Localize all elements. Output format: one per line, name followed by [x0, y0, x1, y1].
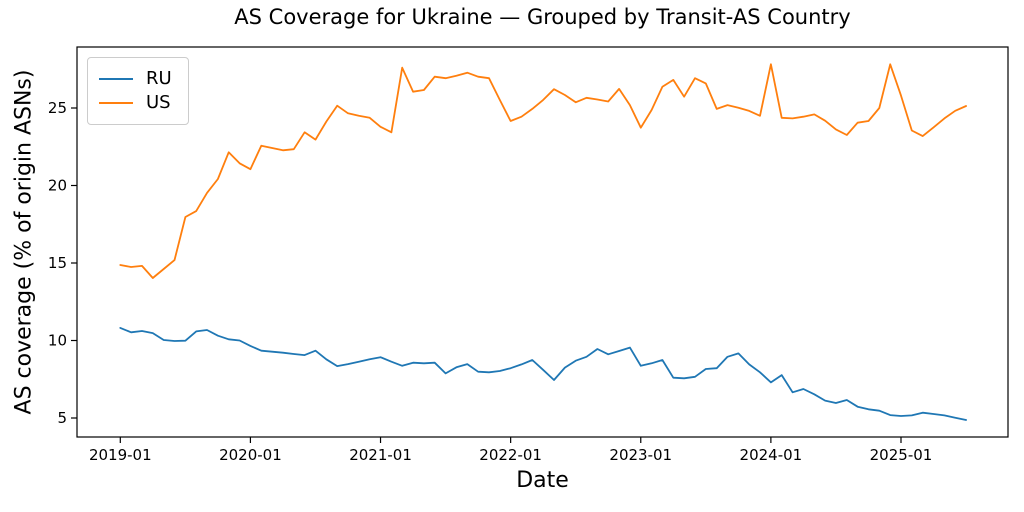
svg-text:2025-01: 2025-01: [870, 446, 933, 464]
svg-text:2024-01: 2024-01: [740, 446, 803, 464]
legend: RU US: [87, 57, 189, 125]
legend-label-us: US: [146, 92, 171, 113]
chart-title: AS Coverage for Ukraine — Grouped by Tra…: [234, 5, 851, 29]
svg-text:2021-01: 2021-01: [349, 446, 412, 464]
legend-item-ru: RU: [99, 67, 172, 91]
svg-text:25: 25: [48, 99, 67, 117]
legend-line-us: [99, 102, 133, 104]
y-axis-label: AS coverage (% of origin ASNs): [11, 69, 37, 415]
svg-text:15: 15: [48, 254, 67, 272]
svg-text:2022-01: 2022-01: [479, 446, 542, 464]
x-axis-label: Date: [516, 468, 569, 493]
svg-text:20: 20: [48, 177, 67, 195]
legend-label-ru: RU: [146, 68, 172, 89]
svg-text:2020-01: 2020-01: [219, 446, 282, 464]
legend-line-ru: [99, 78, 133, 80]
svg-text:2019-01: 2019-01: [89, 446, 152, 464]
svg-text:5: 5: [57, 409, 67, 427]
legend-item-us: US: [99, 91, 172, 115]
svg-text:10: 10: [48, 332, 67, 350]
svg-text:2023-01: 2023-01: [609, 446, 672, 464]
